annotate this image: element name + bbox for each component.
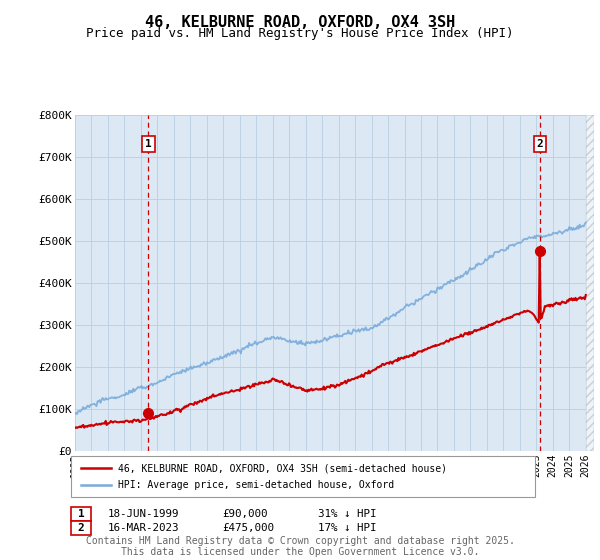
Text: 16-MAR-2023: 16-MAR-2023 — [108, 523, 179, 533]
Text: Price paid vs. HM Land Registry's House Price Index (HPI): Price paid vs. HM Land Registry's House … — [86, 27, 514, 40]
Text: £90,000: £90,000 — [222, 509, 268, 519]
Text: HPI: Average price, semi-detached house, Oxford: HPI: Average price, semi-detached house,… — [118, 480, 394, 490]
Text: 31% ↓ HPI: 31% ↓ HPI — [318, 509, 377, 519]
Text: 2: 2 — [536, 139, 543, 149]
Text: 1: 1 — [77, 509, 85, 519]
Text: 1: 1 — [145, 139, 152, 149]
Text: 2: 2 — [77, 523, 85, 533]
Text: 46, KELBURNE ROAD, OXFORD, OX4 3SH (semi-detached house): 46, KELBURNE ROAD, OXFORD, OX4 3SH (semi… — [118, 463, 447, 473]
Text: Contains HM Land Registry data © Crown copyright and database right 2025.
This d: Contains HM Land Registry data © Crown c… — [86, 535, 514, 557]
Text: 46, KELBURNE ROAD, OXFORD, OX4 3SH: 46, KELBURNE ROAD, OXFORD, OX4 3SH — [145, 15, 455, 30]
Text: £475,000: £475,000 — [222, 523, 274, 533]
Text: 17% ↓ HPI: 17% ↓ HPI — [318, 523, 377, 533]
Text: 18-JUN-1999: 18-JUN-1999 — [108, 509, 179, 519]
